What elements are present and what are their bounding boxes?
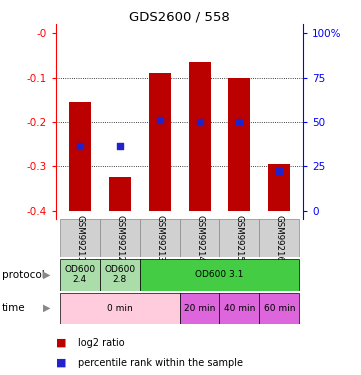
Bar: [140, 219, 180, 257]
Point: [157, 117, 162, 123]
Bar: [149, 73, 171, 210]
Text: ▶: ▶: [43, 303, 50, 313]
Bar: [60, 259, 100, 291]
Bar: [219, 292, 259, 324]
Text: GSM99214: GSM99214: [195, 214, 204, 262]
Bar: [60, 292, 180, 324]
Point: [117, 143, 123, 149]
Bar: [100, 219, 140, 257]
Bar: [259, 292, 299, 324]
Text: time: time: [2, 303, 25, 313]
Text: OD600
2.4: OD600 2.4: [64, 265, 95, 284]
Bar: [268, 164, 290, 210]
Bar: [100, 259, 140, 291]
Text: 0 min: 0 min: [107, 304, 132, 313]
Bar: [109, 177, 131, 210]
Text: GSM99213: GSM99213: [155, 214, 164, 262]
Text: 20 min: 20 min: [184, 304, 215, 313]
Bar: [69, 102, 91, 210]
Text: OD600 3.1: OD600 3.1: [195, 270, 244, 279]
Text: ■: ■: [56, 358, 66, 368]
Bar: [188, 62, 210, 210]
Title: GDS2600 / 558: GDS2600 / 558: [129, 10, 230, 23]
Text: GSM99216: GSM99216: [275, 214, 284, 262]
Bar: [219, 219, 259, 257]
Text: GSM99215: GSM99215: [235, 214, 244, 262]
Text: ▶: ▶: [43, 270, 50, 279]
Point: [197, 119, 203, 125]
Text: percentile rank within the sample: percentile rank within the sample: [78, 358, 243, 368]
Point: [77, 143, 83, 149]
Text: log2 ratio: log2 ratio: [78, 338, 124, 348]
Point: [236, 119, 242, 125]
Text: 40 min: 40 min: [224, 304, 255, 313]
Text: protocol: protocol: [2, 270, 44, 279]
Bar: [259, 219, 299, 257]
Bar: [229, 78, 251, 210]
Text: ■: ■: [56, 338, 66, 348]
Point: [277, 168, 282, 174]
Bar: [60, 219, 100, 257]
Bar: [180, 292, 219, 324]
Text: OD600
2.8: OD600 2.8: [104, 265, 135, 284]
Text: GSM99211: GSM99211: [75, 214, 84, 262]
Text: 60 min: 60 min: [264, 304, 295, 313]
Text: GSM99212: GSM99212: [115, 214, 124, 262]
Bar: [180, 219, 219, 257]
Bar: [140, 259, 299, 291]
